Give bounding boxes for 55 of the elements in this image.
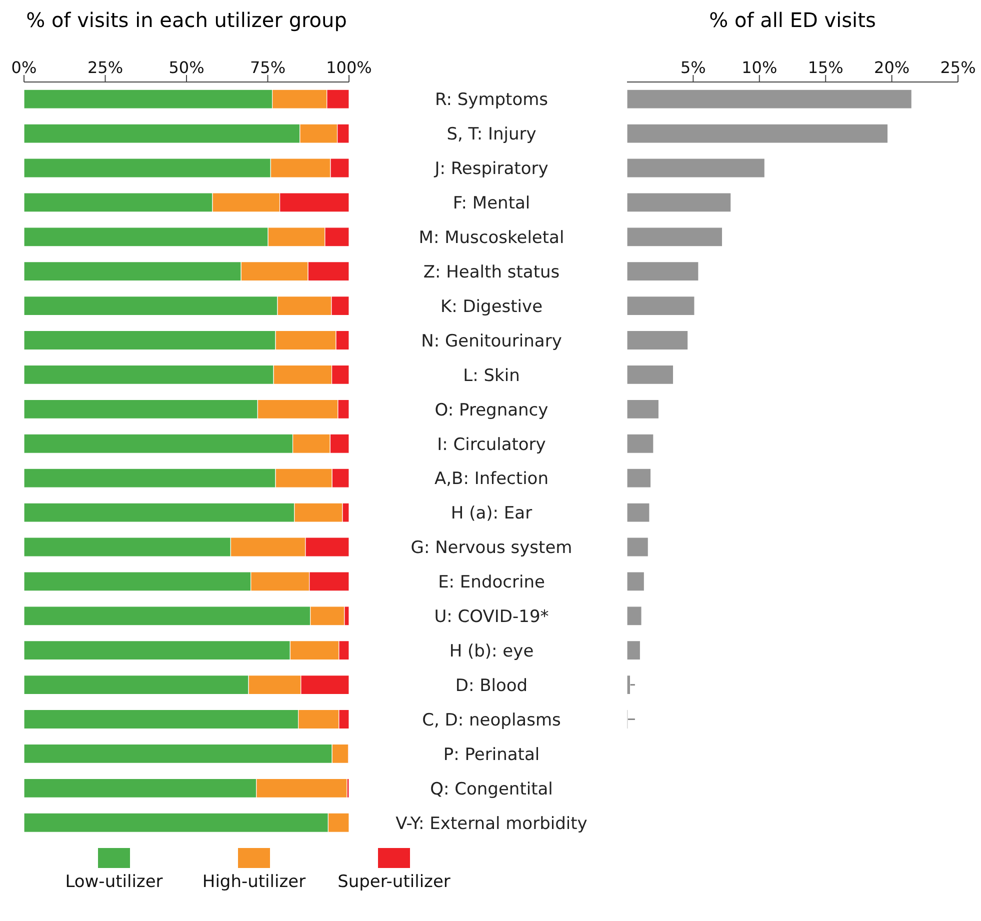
x-tick-label: 15%	[808, 58, 844, 77]
x-tick-label: 25%	[87, 58, 124, 77]
y-tick-label: P: Perinatal	[443, 744, 540, 765]
chart-title: % of visits in each utilizer group	[25, 8, 348, 34]
bar	[627, 89, 912, 109]
bar	[627, 434, 654, 454]
y-tick-label: S, T: Injury	[446, 124, 536, 145]
bar	[627, 572, 645, 592]
x-tick-label: 75%	[250, 58, 286, 77]
y-tick-label: H (a): Ear	[450, 504, 532, 524]
chart-title: % of all ED visits	[708, 8, 877, 34]
y-tick-label: V-Y: External morbidity	[396, 814, 588, 834]
y-tick-label: Z: Health status	[423, 262, 560, 282]
y-tick-label: N: Genitourinary	[421, 331, 562, 352]
x-tick-label: 25%	[940, 58, 976, 77]
x-tick-label: 5%	[680, 58, 706, 77]
y-tick-label: M: Muscoskeletal	[418, 228, 564, 248]
y-tick-label: Q: Congentital	[430, 779, 553, 800]
x-tick-label: 20%	[874, 58, 910, 77]
y-tick-label: D: Blood	[455, 676, 528, 696]
bar	[627, 124, 888, 144]
bar	[627, 158, 765, 178]
bar	[627, 537, 648, 557]
bar	[627, 364, 674, 385]
x-tick-label: 100%	[326, 58, 372, 77]
bar	[627, 399, 660, 419]
legend-label: Low-utilizer	[65, 872, 163, 892]
bar	[627, 330, 688, 350]
y-tick-label: R: Symptoms	[434, 90, 548, 110]
bar	[627, 502, 650, 522]
y-tick-label: A,B: Infection	[434, 469, 548, 490]
bar	[627, 192, 732, 212]
y-tick-label: C, D: neoplasms	[422, 710, 562, 730]
legend-label: High-utilizer	[202, 872, 306, 892]
x-tick-label: 10%	[742, 58, 778, 77]
x-tick-label: 50%	[168, 58, 204, 77]
y-tick-label: K: Digestive	[440, 296, 543, 317]
bar	[627, 675, 631, 695]
y-tick-label: J: Respiratory	[434, 159, 548, 180]
bar	[627, 262, 699, 282]
y-tick-label: I: Circulatory	[437, 434, 546, 455]
y-tick-label: O: Pregnancy	[434, 400, 548, 420]
y-tick-label: H (b): eye	[449, 642, 534, 662]
y-tick-label: E: Endocrine	[438, 572, 545, 593]
legend-label: Super-utilizer	[338, 872, 450, 892]
bar	[627, 296, 695, 316]
y-tick-label: U: COVID-19*	[434, 607, 549, 628]
bar	[627, 606, 642, 626]
bar	[627, 468, 652, 488]
bar	[627, 227, 723, 247]
bar	[627, 640, 641, 660]
y-tick-label: L: Skin	[463, 366, 520, 386]
x-tick-label: 0%	[11, 58, 37, 77]
y-tick-label: G: Nervous system	[410, 538, 572, 558]
y-tick-label: F: Mental	[452, 194, 530, 214]
